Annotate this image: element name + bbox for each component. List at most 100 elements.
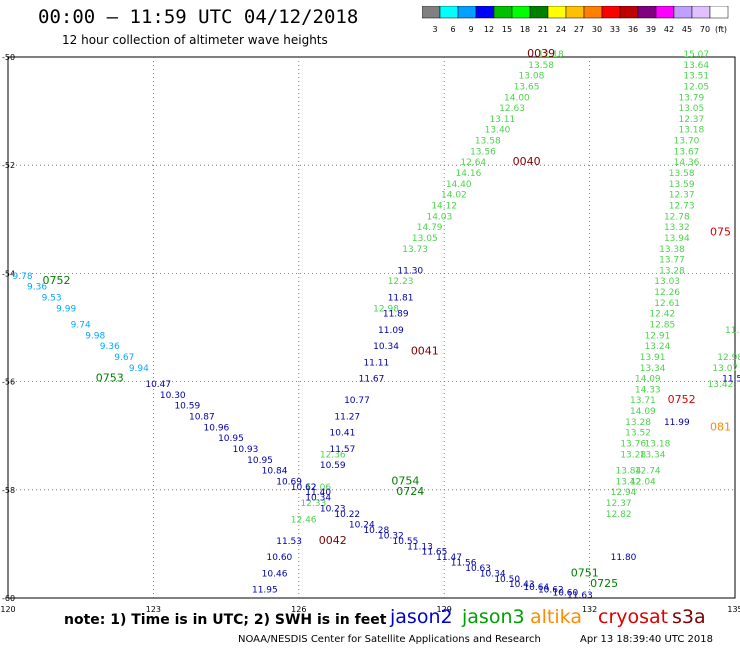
data-label-jason2-track: 10.63 <box>465 564 491 574</box>
data-label-jason2: 10.77 <box>344 396 370 406</box>
data-label-jason3: 12.46 <box>291 515 317 525</box>
data-label-jason2: 11.89 <box>383 310 409 320</box>
data-label-jason3: 13.42 <box>708 380 734 390</box>
data-label-jason3: 14.36 <box>674 158 700 168</box>
data-label-jason3: 12.04 <box>630 477 656 487</box>
data-label-jason2-track: 11.13 <box>407 542 433 552</box>
data-label-jason3: 12.37 <box>669 191 695 201</box>
data-label-jason2-track: 9.53 <box>42 293 62 303</box>
data-label-jason3: 12.42 <box>649 310 675 320</box>
data-label-jason2-track: 10.34 <box>305 494 331 504</box>
data-label-jason2-track: 9.36 <box>100 342 120 352</box>
data-label-jason3: 13.05 <box>412 234 438 244</box>
data-label-jason3: 13.34 <box>640 364 666 374</box>
data-label-jason3: 13.71 <box>630 396 656 406</box>
legend-label: 15 <box>502 25 512 34</box>
data-label-jason3: 13.08 <box>519 72 545 82</box>
data-label-jason3: 14.40 <box>446 180 472 190</box>
data-label-s3a: 0041 <box>411 345 439 358</box>
x-tick-label: 120 <box>0 605 15 614</box>
data-label-cryosat: 0752 <box>668 393 696 406</box>
data-label-jason3: 13.18 <box>645 440 671 450</box>
data-label-altika: 081 <box>710 420 731 433</box>
data-label-jason3: 14.03 <box>426 212 452 222</box>
legend-label: 24 <box>556 25 566 34</box>
data-label-jason3: 13.91 <box>640 353 666 363</box>
data-label-jason2-track: 9.36 <box>27 283 47 293</box>
data-label-jason3: 12.64 <box>460 158 486 168</box>
data-label-jason2: 10.46 <box>262 569 288 579</box>
data-label-jason3: 12.37 <box>678 115 704 125</box>
data-label-jason3-times: 0751 <box>571 566 599 579</box>
y-tick-label: -58 <box>2 486 15 495</box>
data-label-jason3-times: 0753 <box>96 372 124 385</box>
data-label-jason3: 12.98 <box>717 353 740 363</box>
x-tick-label: 126 <box>291 605 306 614</box>
data-label-jason3: 15.07 <box>683 50 709 60</box>
data-label-jason2: 11.09 <box>378 326 404 336</box>
data-label-jason3: 13.76 <box>620 440 646 450</box>
timestamp-text: Apr 13 18:39:40 UTC 2018 <box>580 634 713 645</box>
credit-text: NOAA/NESDIS Center for Satellite Applica… <box>238 634 541 645</box>
data-label-jason2-track: 10.64 <box>523 583 549 593</box>
data-label-jason3: 13.24 <box>645 342 671 352</box>
data-label-jason2-track: 10.34 <box>480 569 506 579</box>
data-label-jason2-track: 9.74 <box>71 321 91 331</box>
data-label-jason3: 12.98 <box>373 304 399 314</box>
data-label-s3a: 0040 <box>513 155 541 168</box>
data-label-jason2-track: 10.22 <box>334 510 360 520</box>
x-tick-label: 132 <box>582 605 597 614</box>
data-label-jason3: 14.12 <box>431 201 457 211</box>
data-label-jason3: 13.28 <box>625 418 651 428</box>
data-label-jason3: 12.37 <box>606 499 632 509</box>
data-label-jason2: 10.60 <box>267 553 293 563</box>
data-label-jason2-track: 10.95 <box>247 456 273 466</box>
data-label-jason2: 11.99 <box>664 418 690 428</box>
data-label-jason3: 13.03 <box>654 277 680 287</box>
data-label-jason3: 13.79 <box>678 93 704 103</box>
plot-frame <box>7 56 736 599</box>
data-label-jason3: 13.59 <box>669 180 695 190</box>
data-label-jason2-track: 10.43 <box>509 580 535 590</box>
data-label-jason2-track: 9.78 <box>13 272 33 282</box>
satellite-s3a: s3a <box>672 606 706 628</box>
data-label-jason3: 12.91 <box>645 331 671 341</box>
data-label-jason3: 12.23 <box>388 277 414 287</box>
data-label-jason3: 13.07 <box>712 364 738 374</box>
data-label-jason3: 12.26 <box>654 288 680 298</box>
data-label-jason2: 11.67 <box>359 375 385 385</box>
data-label-jason2: 11.95 <box>252 586 278 596</box>
data-label-jason3: 13.11 <box>489 115 515 125</box>
data-label-jason2: 11.11 <box>363 358 389 368</box>
data-label-jason3: 13.51 <box>683 72 709 82</box>
data-label-jason3: 13.28 <box>659 266 685 276</box>
legend-label: 9 <box>468 25 473 34</box>
data-label-jason2-track: 10.47 <box>145 380 171 390</box>
data-label-jason3: 12.73 <box>669 201 695 211</box>
legend-label: 21 <box>538 25 548 34</box>
data-label-jason2: 11.30 <box>397 266 423 276</box>
x-tick-label: 123 <box>146 605 161 614</box>
data-label-jason2: 11.57 <box>330 445 356 455</box>
legend-label: 3 <box>432 25 437 34</box>
legend-label: 30 <box>592 25 602 34</box>
data-label-jason2-track: 9.98 <box>85 331 105 341</box>
data-label-jason3: 12.82 <box>606 510 632 520</box>
legend-label: 12 <box>484 25 494 34</box>
data-label-jason2-track: 10.60 <box>552 588 578 598</box>
data-label-jason2-track: 10.95 <box>218 434 244 444</box>
data-label-jason3: 13.67 <box>674 147 700 157</box>
data-label-jason3: 12.78 <box>664 212 690 222</box>
data-label-jason2-track: 10.24 <box>349 521 375 531</box>
data-label-jason3: 13.77 <box>659 256 685 266</box>
data-label-jason3: 13.42 <box>615 477 641 487</box>
y-tick-label: -54 <box>2 269 15 278</box>
plot-area: 120 123 126 129 132 135 -50 -52 -54 -56 -58 -60 12.1… <box>0 47 740 614</box>
data-label-jason2-track: 10.62 <box>538 586 564 596</box>
data-label-jason3: 14.79 <box>417 223 443 233</box>
data-label-jason2-track: 10.87 <box>189 412 215 422</box>
data-label-jason2-track: 10.69 <box>276 477 302 487</box>
legend-label: 6 <box>450 25 455 34</box>
data-label-jason3: 13.05 <box>678 104 704 114</box>
satellite-cryosat: cryosat <box>598 606 669 628</box>
